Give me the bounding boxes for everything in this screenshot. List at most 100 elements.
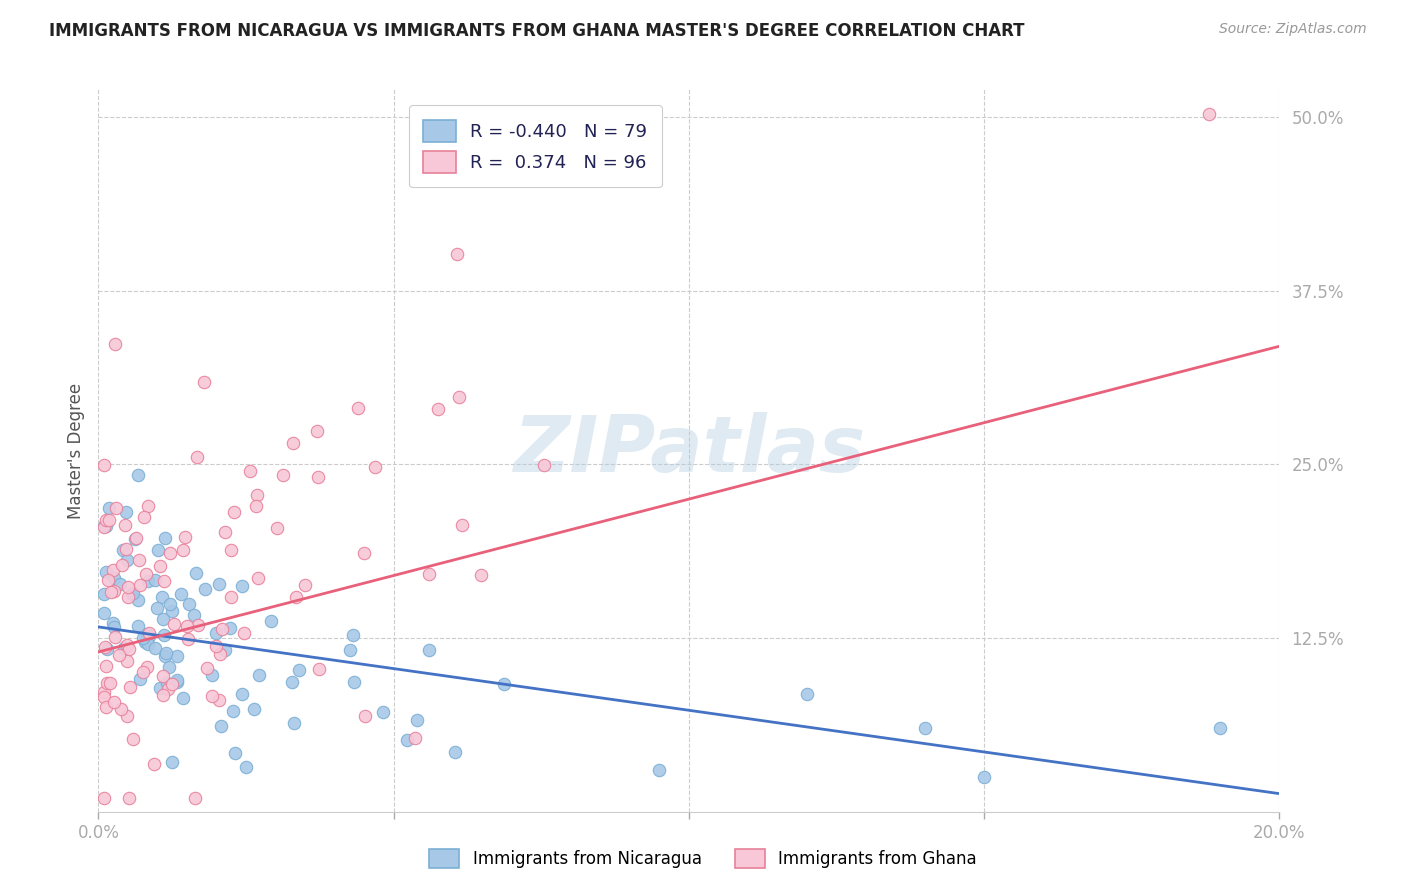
Point xyxy=(307,424,329,438)
Point xyxy=(418,642,440,657)
Point xyxy=(470,567,492,582)
Point xyxy=(208,576,231,591)
Point xyxy=(353,546,375,560)
Point xyxy=(285,590,308,604)
Point xyxy=(155,648,177,663)
Point xyxy=(150,591,173,605)
Point xyxy=(115,553,138,567)
Point xyxy=(124,533,146,547)
Point xyxy=(98,513,121,527)
Point xyxy=(152,688,174,702)
Point xyxy=(118,790,141,805)
Point xyxy=(193,375,215,389)
Point xyxy=(214,642,236,657)
Point xyxy=(93,690,115,705)
Point xyxy=(914,722,936,736)
Point xyxy=(127,592,149,607)
Point xyxy=(127,467,149,482)
Point xyxy=(169,587,191,601)
Point xyxy=(211,622,233,636)
Point xyxy=(194,582,217,596)
Point xyxy=(93,518,115,533)
Point xyxy=(796,687,818,701)
Point xyxy=(172,690,194,705)
Point xyxy=(281,436,304,450)
Point xyxy=(233,625,256,640)
Point xyxy=(183,607,205,622)
Point xyxy=(93,520,115,534)
Point xyxy=(208,693,231,707)
Point xyxy=(100,585,122,599)
Point xyxy=(93,684,115,698)
Point xyxy=(1198,107,1220,121)
Point xyxy=(138,629,160,643)
Point xyxy=(129,672,152,686)
Point xyxy=(294,578,316,592)
Point xyxy=(152,574,174,588)
Point xyxy=(93,587,115,601)
Point xyxy=(201,689,224,703)
Point xyxy=(219,590,242,604)
Point xyxy=(112,640,135,655)
Point xyxy=(166,674,188,689)
Point xyxy=(100,675,122,690)
Point xyxy=(426,402,449,417)
Point xyxy=(128,553,150,567)
Point xyxy=(187,618,209,632)
Point xyxy=(94,566,117,580)
Point xyxy=(209,719,232,733)
Point xyxy=(449,390,471,404)
Point xyxy=(201,668,224,682)
Point xyxy=(288,663,311,677)
Point xyxy=(260,614,283,628)
Point xyxy=(103,584,125,599)
Point xyxy=(96,519,118,533)
Point xyxy=(186,450,208,464)
Point xyxy=(132,631,155,645)
Point xyxy=(121,587,143,601)
Point xyxy=(450,518,472,533)
Point xyxy=(145,601,167,615)
Point xyxy=(235,760,257,774)
Point xyxy=(364,460,387,475)
Point xyxy=(183,790,205,805)
Point xyxy=(94,640,117,654)
Point xyxy=(148,559,170,574)
Point xyxy=(117,638,139,652)
Text: ZIPatlas: ZIPatlas xyxy=(513,412,865,489)
Point xyxy=(115,654,138,668)
Point xyxy=(307,470,329,484)
Point xyxy=(157,660,180,674)
Point xyxy=(214,525,236,540)
Point xyxy=(205,640,228,654)
Text: IMMIGRANTS FROM NICARAGUA VS IMMIGRANTS FROM GHANA MASTER'S DEGREE CORRELATION C: IMMIGRANTS FROM NICARAGUA VS IMMIGRANTS … xyxy=(49,22,1025,40)
Point xyxy=(138,626,160,640)
Legend: Immigrants from Nicaragua, Immigrants from Ghana: Immigrants from Nicaragua, Immigrants fr… xyxy=(423,842,983,875)
Point xyxy=(96,676,118,690)
Point xyxy=(176,619,198,633)
Point xyxy=(184,566,207,581)
Point xyxy=(156,681,179,696)
Point xyxy=(153,531,176,545)
Point xyxy=(131,665,153,680)
Point xyxy=(371,705,394,719)
Point xyxy=(418,566,440,581)
Point xyxy=(127,618,149,632)
Point xyxy=(343,674,366,689)
Point xyxy=(93,790,115,805)
Point xyxy=(136,574,159,588)
Point xyxy=(117,580,139,594)
Point xyxy=(114,541,136,556)
Point xyxy=(103,695,125,709)
Point xyxy=(155,646,177,660)
Point xyxy=(224,746,246,760)
Point xyxy=(243,702,266,716)
Point xyxy=(245,499,267,513)
Point xyxy=(247,667,270,681)
Point xyxy=(117,641,139,656)
Point xyxy=(115,505,138,519)
Point xyxy=(149,681,172,695)
Point xyxy=(231,687,253,701)
Point xyxy=(246,487,269,501)
Point xyxy=(143,573,166,587)
